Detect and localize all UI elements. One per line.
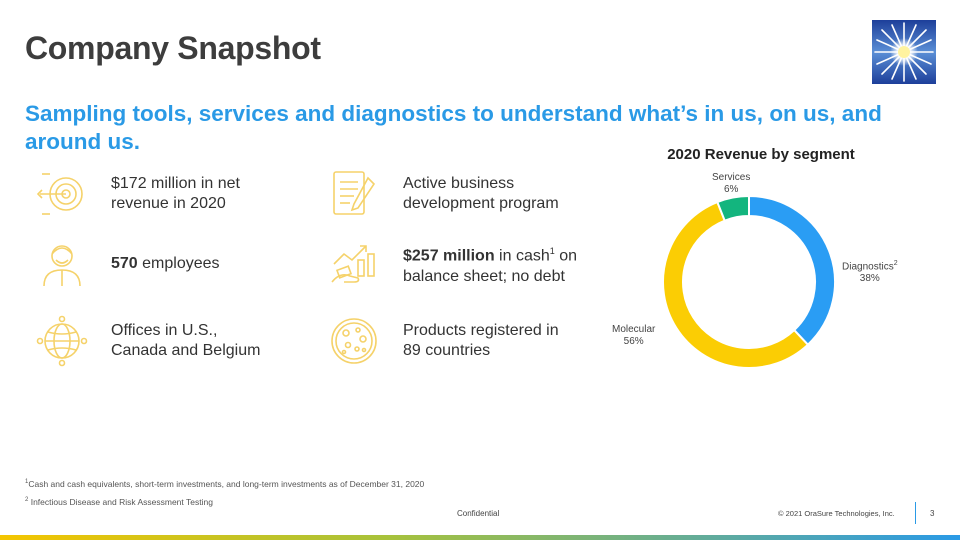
slice-value: 6% [723,184,739,195]
slice-value: 38% [859,273,880,285]
fact-line: employees [137,255,220,272]
fact-registrations: Products registered in 89 countries [328,315,559,367]
fact-cash: $257 million in cash1 on balance sheet; … [328,238,577,290]
footnote-text: Infectious Disease and Risk Assessment T… [28,497,213,507]
fact-line: Offices in U.S., [111,322,218,339]
fact-line: 89 countries [403,342,491,359]
slice-name: Molecular [612,324,656,335]
fact-value: 570 [111,255,138,272]
fact-offices: Offices in U.S., Canada and Belgium [36,315,260,367]
slice-label-diagnostics: Diagnostics2 38% [842,258,898,285]
fact-employees: 570 employees [36,238,220,290]
footnote-1: 1Cash and cash equivalents, short-term i… [25,479,424,489]
slice-label-molecular: Molecular 56% [612,324,655,348]
donut-slice-molecular [663,200,810,368]
slice-label-services: Services 6% [712,172,750,196]
slice-name: Diagnostics [842,261,894,273]
fact-value: $257 million [403,247,495,265]
brand-gradient-bar [0,535,960,540]
footnote-2: 2 Infectious Disease and Risk Assessment… [25,497,213,507]
fact-line: development program [403,195,559,212]
money-growth-icon [331,245,375,283]
fact-line: balance sheet; no debt [403,267,565,285]
globe-icon [36,315,88,367]
footer-divider [915,502,916,524]
petri-dish-icon [331,318,377,364]
confidential-label: Confidential [457,509,500,518]
fact-line: $172 million in net [111,175,240,192]
document-pen-icon [333,171,376,215]
fact-line: on [554,247,577,265]
copyright: © 2021 OraSure Technologies, Inc. [778,509,895,518]
footnote-marker: 2 [25,497,29,504]
slice-value: 56% [623,336,644,347]
fact-line: in cash [494,247,550,265]
target-icon [36,173,83,215]
tagline: Sampling tools, services and diagnostics… [25,101,882,154]
fact-business-development: Active business development program [328,168,559,220]
footnote-ref: 2 [893,260,898,267]
footnote-marker: 1 [25,479,29,486]
chart-title: 2020 Revenue by segment [667,146,855,163]
employee-icon [43,245,81,287]
donut-slice-diagnostics [748,196,835,347]
revenue-donut-chart [663,196,835,368]
fact-revenue: $172 million in net revenue in 2020 [36,168,240,220]
fact-line: Products registered in [403,322,559,339]
donut-slice-services [716,196,750,222]
page-number: 3 [930,509,935,518]
footnote-ref: 1 [549,246,555,257]
fact-line: Canada and Belgium [111,342,261,359]
fact-line: revenue in 2020 [111,195,226,212]
footnote-text: Cash and cash equivalents, short-term in… [28,479,425,489]
sunburst-logo-icon [872,20,936,84]
slice-name: Services [712,172,751,183]
page-title: Company Snapshot [25,30,321,66]
fact-line: Active business [403,175,515,192]
